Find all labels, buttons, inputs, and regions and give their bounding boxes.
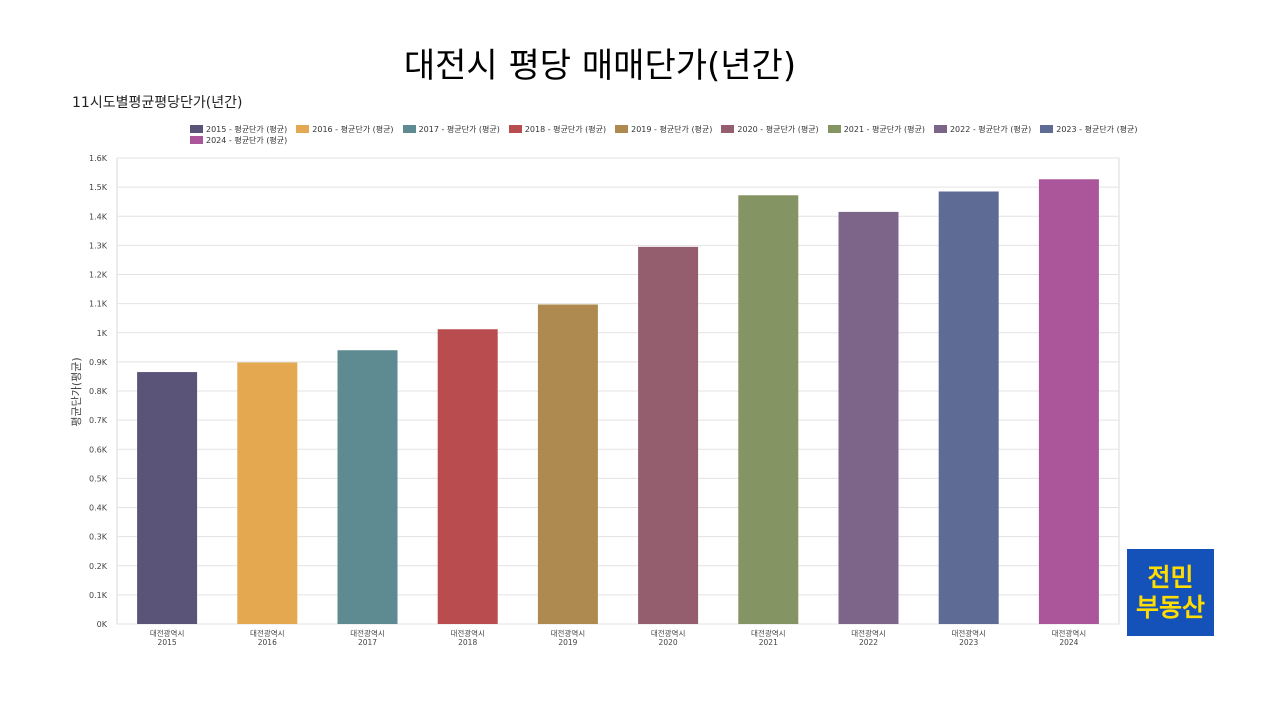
slide-title: 대전시 평당 매매단가(년간) bbox=[403, 46, 797, 86]
x-tick-label-year: 2022 bbox=[859, 638, 878, 647]
bar-2018[interactable] bbox=[437, 329, 498, 624]
x-tick-label-region: 대전광역시 bbox=[951, 628, 986, 638]
legend-item[interactable]: 2020 - 평균단가 (평균) bbox=[721, 124, 819, 135]
legend-swatch bbox=[615, 125, 629, 133]
bar-2024[interactable] bbox=[1038, 179, 1099, 625]
x-tick-label-year: 2016 bbox=[258, 638, 277, 647]
bar-2017[interactable] bbox=[337, 350, 398, 624]
chart-title: 11시도별평균평당단가(년간) bbox=[72, 95, 243, 111]
legend-swatch bbox=[721, 125, 735, 133]
legend-label: 2021 - 평균단가 (평균) bbox=[843, 125, 925, 134]
x-tick-label-year: 2015 bbox=[158, 638, 177, 647]
x-tick-label-year: 2023 bbox=[959, 638, 978, 647]
bars bbox=[137, 179, 1099, 625]
x-tick-label-year: 2021 bbox=[759, 638, 778, 647]
y-axis-label: 평균단가(평균) bbox=[70, 357, 83, 426]
y-tick-label: 1.4K bbox=[89, 212, 108, 221]
x-tick-label-region: 대전광역시 bbox=[651, 628, 686, 638]
y-tick-label: 0.6K bbox=[89, 445, 108, 454]
y-tick-label: 0.3K bbox=[89, 533, 108, 542]
legend-item[interactable]: 2022 - 평균단가 (평균) bbox=[933, 124, 1032, 135]
bar-2020[interactable] bbox=[638, 246, 699, 625]
legend-item[interactable]: 2019 - 평균단가 (평균) bbox=[615, 124, 712, 135]
logo-line-2: 부동산 bbox=[1135, 592, 1205, 622]
x-tick-label-region: 대전광역시 bbox=[851, 628, 886, 638]
legend-label: 2015 - 평균단가 (평균) bbox=[206, 125, 288, 134]
x-tick-label-year: 2024 bbox=[1059, 638, 1078, 647]
chart-legend: 2015 - 평균단가 (평균) 2016 - 평균단가 (평균) 2017 - 평… bbox=[190, 124, 1150, 146]
legend-item[interactable]: 2017 - 평균단가 (평균) bbox=[402, 124, 500, 135]
bar-2019[interactable] bbox=[537, 304, 598, 624]
x-tick-label-year: 2020 bbox=[659, 638, 678, 647]
y-tick-label: 0.1K bbox=[89, 591, 108, 600]
x-tick-label-region: 대전광역시 bbox=[450, 628, 485, 638]
legend-swatch bbox=[296, 125, 310, 133]
y-tick-label: 1K bbox=[97, 329, 108, 338]
legend-label: 2023 - 평균단가 (평균) bbox=[1056, 125, 1138, 134]
brand-logo: 전민 부동산 bbox=[1127, 549, 1214, 636]
legend-item[interactable]: 2016 - 평균단가 (평균) bbox=[296, 124, 394, 135]
bar-2022[interactable] bbox=[838, 211, 899, 624]
y-tick-label: 1.6K bbox=[89, 154, 108, 163]
bar-2023[interactable] bbox=[938, 191, 999, 624]
x-tick-label-region: 대전광역시 bbox=[1052, 628, 1087, 638]
y-tick-label: 0K bbox=[97, 620, 108, 629]
x-tick-label-year: 2019 bbox=[558, 638, 577, 647]
legend-swatch bbox=[190, 136, 203, 144]
legend-label: 2020 - 평균단가 (평균) bbox=[737, 125, 819, 134]
y-tick-label: 0.8K bbox=[89, 387, 108, 396]
legend-item[interactable]: 2024 - 평균단가 (평균) bbox=[190, 135, 287, 146]
y-tick-label: 1.3K bbox=[89, 241, 108, 250]
y-tick-label: 1.2K bbox=[89, 271, 108, 280]
legend-label: 2018 - 평균단가 (평균) bbox=[524, 125, 607, 134]
x-tick-label-region: 대전광역시 bbox=[350, 628, 385, 638]
y-tick-label: 0.5K bbox=[89, 474, 108, 483]
legend-swatch bbox=[933, 125, 947, 133]
legend-item[interactable]: 2015 - 평균단가 (평균) bbox=[190, 124, 287, 135]
y-tick-label: 0.2K bbox=[89, 562, 108, 571]
x-tick-label-year: 2017 bbox=[358, 638, 377, 647]
bar-2016[interactable] bbox=[237, 362, 298, 624]
legend-swatch bbox=[402, 125, 416, 133]
x-tick-label-region: 대전광역시 bbox=[751, 628, 786, 638]
legend-label: 2017 - 평균단가 (평균) bbox=[418, 125, 500, 134]
x-tick-label-year: 2018 bbox=[458, 638, 477, 647]
legend-item[interactable]: 2018 - 평균단가 (평균) bbox=[508, 124, 607, 135]
logo-line-1: 전민 bbox=[1147, 562, 1194, 592]
legend-swatch bbox=[827, 125, 841, 133]
x-tick-label-region: 대전광역시 bbox=[150, 628, 185, 638]
y-axis-ticks: 0K 0.1K 0.2K 0.3K 0.4K 0.5K 0.6K 0.7K 0.8K 0.9K 1K… bbox=[89, 154, 108, 629]
y-tick-label: 1.1K bbox=[89, 300, 108, 309]
x-tick-label-region: 대전광역시 bbox=[551, 628, 586, 638]
legend-item[interactable]: 2023 - 평균단가 (평균) bbox=[1040, 124, 1138, 135]
x-axis-ticks: 대전광역시2015대전광역시2016대전광역시2017대전광역시2018대전광역… bbox=[150, 628, 1086, 647]
legend-label: 2019 - 평균단가 (평균) bbox=[631, 125, 713, 134]
y-tick-label: 0.4K bbox=[89, 504, 108, 513]
y-tick-label: 0.9K bbox=[89, 358, 108, 367]
y-tick-label: 0.7K bbox=[89, 416, 108, 425]
legend-swatch bbox=[1040, 125, 1054, 133]
legend-item[interactable]: 2021 - 평균단가 (평균) bbox=[827, 124, 925, 135]
bar-2021[interactable] bbox=[738, 195, 799, 624]
legend-swatch bbox=[190, 125, 203, 133]
legend-label: 2022 - 평균단가 (평균) bbox=[949, 125, 1032, 134]
legend-swatch bbox=[508, 125, 522, 133]
bar-2015[interactable] bbox=[137, 372, 198, 624]
legend-label: 2024 - 평균단가 (평균) bbox=[206, 136, 288, 145]
x-tick-label-region: 대전광역시 bbox=[250, 628, 285, 638]
y-tick-label: 1.5K bbox=[89, 183, 108, 192]
legend-label: 2016 - 평균단가 (평균) bbox=[312, 125, 394, 134]
